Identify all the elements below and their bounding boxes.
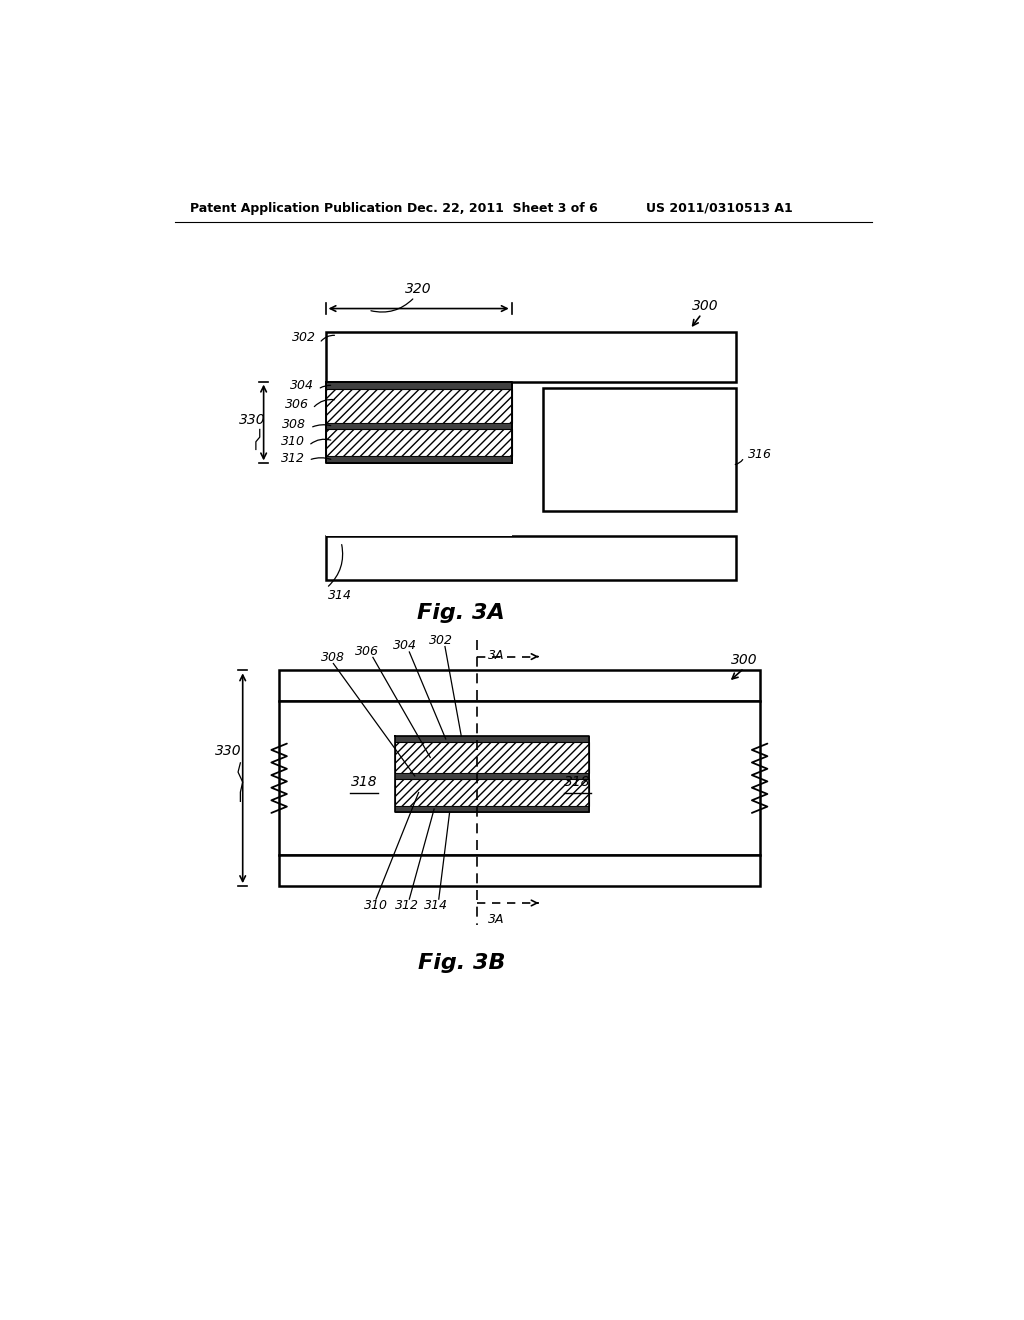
Bar	[280, 855, 760, 886]
Text: 320: 320	[406, 282, 432, 296]
Text: 3A: 3A	[487, 912, 505, 925]
Text: 330: 330	[239, 413, 265, 428]
Bar	[326, 429, 512, 457]
Text: 314: 314	[425, 899, 449, 912]
Bar	[395, 742, 589, 774]
Text: 314: 314	[328, 589, 352, 602]
Bar	[280, 671, 760, 701]
Text: US 2011/0310513 A1: US 2011/0310513 A1	[646, 202, 793, 215]
Bar	[395, 737, 589, 742]
Bar	[326, 422, 512, 429]
Bar	[326, 429, 512, 457]
Text: 306: 306	[354, 644, 379, 657]
Text: 300: 300	[692, 300, 719, 313]
Bar	[326, 463, 512, 536]
Text: 310: 310	[281, 436, 305, 449]
Bar	[543, 388, 736, 511]
Text: 312: 312	[395, 899, 419, 912]
Text: 308: 308	[283, 417, 306, 430]
Text: 316: 316	[748, 449, 772, 462]
Text: Dec. 22, 2011  Sheet 3 of 6: Dec. 22, 2011 Sheet 3 of 6	[407, 202, 598, 215]
Text: 304: 304	[393, 639, 418, 652]
Text: 318: 318	[351, 775, 378, 789]
Text: 302: 302	[429, 634, 453, 647]
Bar	[326, 388, 512, 422]
Bar	[395, 779, 589, 807]
Bar	[326, 536, 736, 581]
Text: 304: 304	[290, 379, 314, 392]
Text: 308: 308	[322, 651, 345, 664]
Bar	[326, 388, 512, 422]
Bar	[326, 457, 512, 463]
Text: 306: 306	[285, 399, 308, 412]
Text: 318: 318	[564, 775, 591, 789]
Bar	[395, 779, 589, 807]
Text: 302: 302	[292, 330, 315, 343]
Bar	[280, 701, 760, 855]
Bar	[395, 742, 589, 774]
Text: 312: 312	[281, 453, 305, 465]
Text: Fig. 3A: Fig. 3A	[418, 603, 505, 623]
Bar	[326, 331, 736, 381]
Text: 300: 300	[731, 653, 758, 668]
Bar	[395, 807, 589, 812]
Text: 330: 330	[215, 744, 242, 758]
Text: 310: 310	[364, 899, 388, 912]
Text: 3A: 3A	[487, 648, 505, 661]
Text: Fig. 3B: Fig. 3B	[418, 953, 505, 973]
Bar	[326, 381, 512, 388]
Text: Patent Application Publication: Patent Application Publication	[190, 202, 402, 215]
Bar	[395, 774, 589, 779]
